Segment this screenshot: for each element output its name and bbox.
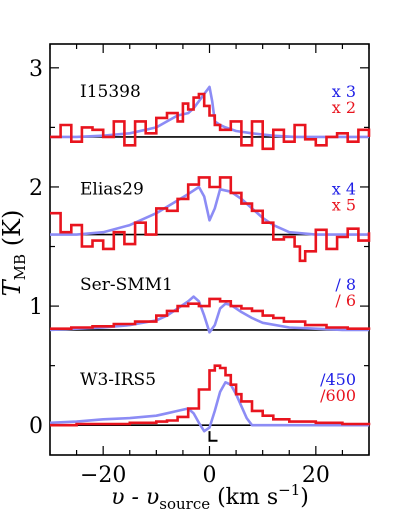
axes-layer [49, 43, 370, 456]
x-axis-label-main: υ - υ [111, 485, 159, 510]
x-tick-label: 20 [302, 463, 330, 488]
scale-blue-elias29: x 4 [332, 180, 356, 199]
tick-label-layer: −20 0 20 0 1 2 3 [29, 57, 330, 488]
red-series-elias29 [50, 176, 371, 263]
scale-red-i15398: x 2 [332, 98, 356, 117]
source-label-elias29: Elias29 [80, 180, 144, 200]
y-tick-label: 1 [29, 295, 43, 320]
source-label-w3-irs5: W3-IRS5 [80, 370, 156, 390]
y-axis-label-unit: (K) [0, 210, 26, 254]
scale-red-ser-smm1: / 6 [335, 291, 356, 310]
red-series-ser-smm1 [50, 297, 371, 330]
y-axis-label-main: T [0, 278, 26, 296]
x-axis-label-unit: (km s [210, 485, 278, 510]
x-tick-label: 0 [203, 463, 217, 488]
series-layer [49, 85, 371, 433]
x-axis-label-sub: source [159, 495, 210, 511]
scale-blue-ser-smm1: / 8 [335, 275, 356, 294]
scale-red-elias29: x 5 [332, 196, 356, 215]
y-tick-label: 2 [29, 176, 43, 201]
x-axis-label-exp: −1 [278, 481, 300, 499]
scale-blue-i15398: x 3 [332, 82, 356, 101]
label-layer: I15398 x 3x 2 Elias29 x 4x 5 Ser-SMM1 / 8/ 6 W… [80, 82, 356, 405]
velocity-marker [208, 431, 218, 442]
x-tick-label: −20 [80, 463, 126, 488]
scale-blue-w3-irs5: /450 [320, 370, 356, 389]
red-series-i15398 [50, 92, 371, 151]
x-axis-label-close: ) [300, 485, 309, 510]
scale-red-w3-irs5: /600 [320, 386, 356, 405]
red-series-w3-irs5 [50, 364, 371, 427]
y-axis-label: TMB (K) [0, 210, 29, 297]
source-label-ser-smm1: Ser-SMM1 [80, 275, 173, 295]
source-label-i15398: I15398 [80, 82, 141, 102]
y-axis-label-sub: MB [11, 254, 29, 280]
blue-series-i15398 [50, 85, 369, 139]
y-tick-label: 0 [29, 414, 43, 439]
blue-series-w3-irs5 [49, 381, 369, 433]
x-axis-label: υ - υsource (km s−1) [111, 481, 309, 511]
y-tick-label: 3 [29, 57, 43, 82]
blue-series-elias29 [50, 185, 369, 236]
